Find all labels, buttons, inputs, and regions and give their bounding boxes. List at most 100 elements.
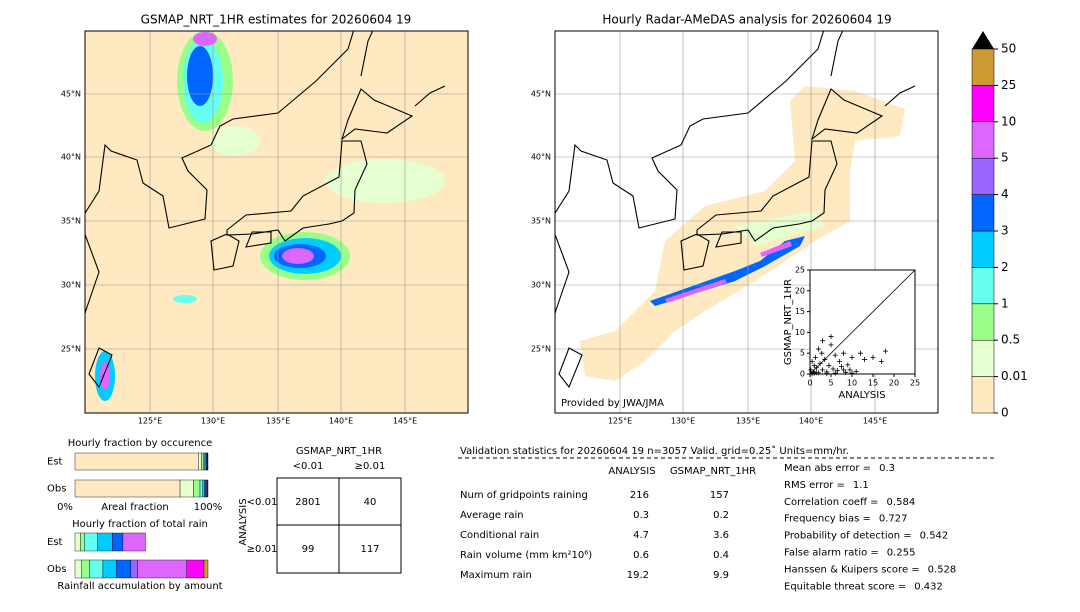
colorbar-box: [971, 85, 995, 123]
score-value: 0.3: [879, 463, 895, 474]
lon-label: 130°E: [671, 417, 695, 426]
stat-value: 216: [630, 490, 649, 501]
row-label: Obs: [47, 484, 66, 495]
axis-label: 100%: [194, 502, 223, 513]
y-tick-label: 15: [795, 307, 805, 316]
stat-value: 9.9: [713, 570, 729, 581]
stat-value: 19.2: [627, 570, 649, 581]
colorbar-box: [971, 230, 995, 268]
stat-value: 3.6: [713, 530, 729, 541]
colorbar-label: 2: [1001, 260, 1009, 274]
scatter-point: [849, 370, 855, 376]
x-axis-label: ANALYSIS: [838, 390, 885, 401]
scatter-point: [812, 354, 818, 360]
colorbar-box: [971, 157, 995, 195]
fraction-segment: [74, 452, 199, 471]
colorbar-box: [971, 48, 995, 86]
row-label: <0.01: [247, 497, 278, 508]
lat-label: 30°N: [61, 281, 81, 290]
map-background: [85, 31, 468, 413]
score-value: 0.584: [887, 497, 916, 508]
fraction-segment: [74, 479, 181, 498]
stat-value: 0.3: [633, 510, 649, 521]
column-label: ≥0.01: [355, 461, 386, 472]
scatter-point: [870, 354, 876, 360]
fraction-segment: [193, 479, 201, 498]
scatter-point: [826, 363, 832, 369]
fraction-segment: [201, 452, 204, 471]
row-label: Est: [47, 457, 63, 468]
scatter-point: [811, 363, 817, 369]
scatter-point: [828, 334, 834, 340]
scatter-point: [808, 367, 814, 373]
scatter-point: [817, 361, 823, 367]
stat-label: Maximum rain: [460, 570, 532, 581]
diagonal: [809, 269, 916, 375]
lon-label: 135°E: [266, 417, 290, 426]
lat-label: 40°N: [531, 153, 551, 162]
rain-area: [760, 241, 792, 257]
y-axis-label: GSMAP_NRT_1HR: [783, 279, 794, 365]
y-tick-label: 10: [795, 328, 805, 337]
x-tick-label: 5: [828, 379, 833, 388]
colorbar: 0 0.01 0.5 1 2 3 4 5 10 25 50: [971, 31, 1028, 420]
scatter-point: [822, 356, 828, 362]
scatter-point: [809, 359, 815, 365]
score-value: 0.255: [887, 548, 916, 559]
map-body: [555, 31, 938, 413]
colorbar-label: 0.01: [1001, 369, 1028, 383]
score-label: Equitable threat score =: [784, 581, 906, 592]
fraction-segment: [122, 532, 146, 552]
score-label: Frequency bias =: [784, 514, 871, 525]
stat-value: 0.6: [633, 550, 649, 561]
scatter-point: [878, 359, 884, 365]
colorbar-box: [971, 376, 995, 414]
scatter-point: [820, 338, 826, 344]
score-label: Mean abs error =: [784, 463, 871, 474]
score-value: 1.1: [853, 480, 869, 491]
x-tick-label: 20: [889, 379, 899, 388]
colorbar-box: [971, 121, 995, 159]
score-value: 0.727: [879, 514, 908, 525]
fraction-segment: [84, 532, 98, 552]
stats-header: Validation statistics for 20260604 19 n=…: [460, 445, 849, 457]
score-label: Hanssen & Kuipers score =: [784, 564, 920, 575]
score-value: 0.432: [914, 581, 943, 592]
map-frame: [554, 30, 939, 414]
fraction-segment: [137, 559, 187, 579]
scatter-point: [813, 370, 819, 376]
row-label: ≥0.01: [247, 544, 278, 555]
stat-value: 0.4: [713, 550, 729, 561]
x-tick-label: 15: [868, 379, 878, 388]
fraction-segment: [89, 559, 104, 579]
scatter-point: [834, 368, 840, 374]
fraction-segment: [112, 532, 124, 552]
score-value: 0.542: [920, 531, 949, 542]
y-tick-label: 0: [800, 370, 805, 379]
row-header: ANALYSIS: [238, 498, 249, 545]
fraction-segment: [102, 559, 117, 579]
y-tick-label: 25: [795, 266, 805, 275]
fraction-segment: [199, 479, 203, 498]
stat-value: 4.7: [633, 530, 649, 541]
map-body: [85, 31, 468, 413]
map-panel: [84, 30, 469, 414]
lon-label: 145°E: [863, 417, 887, 426]
lon-label: 140°E: [329, 417, 353, 426]
map-panel: Provided by JWA/JMA: [554, 30, 939, 414]
score-label: False alarm ratio =: [784, 548, 879, 559]
scatter-point: [847, 367, 853, 373]
contingency-table: GSMAP_NRT_1HR ANALYSIS <0.01 ≥0.01 <0.01 ≥0…: [238, 446, 402, 574]
lat-label: 45°N: [531, 90, 551, 99]
colorbar-box: [971, 339, 995, 377]
fraction-segment: [198, 452, 202, 471]
lat-label: 30°N: [531, 281, 551, 290]
table-cell: 2801: [295, 497, 320, 508]
stat-label: Num of gridpoints raining: [460, 490, 588, 501]
panel-title: Hourly fraction by occurence: [68, 438, 212, 449]
y-tick-label: 5: [800, 349, 805, 358]
score-label: Correlation coeff =: [784, 497, 879, 508]
stat-value: 157: [710, 490, 729, 501]
panel-title: Hourly fraction of total rain: [72, 519, 208, 530]
fraction-segment: [80, 532, 85, 552]
